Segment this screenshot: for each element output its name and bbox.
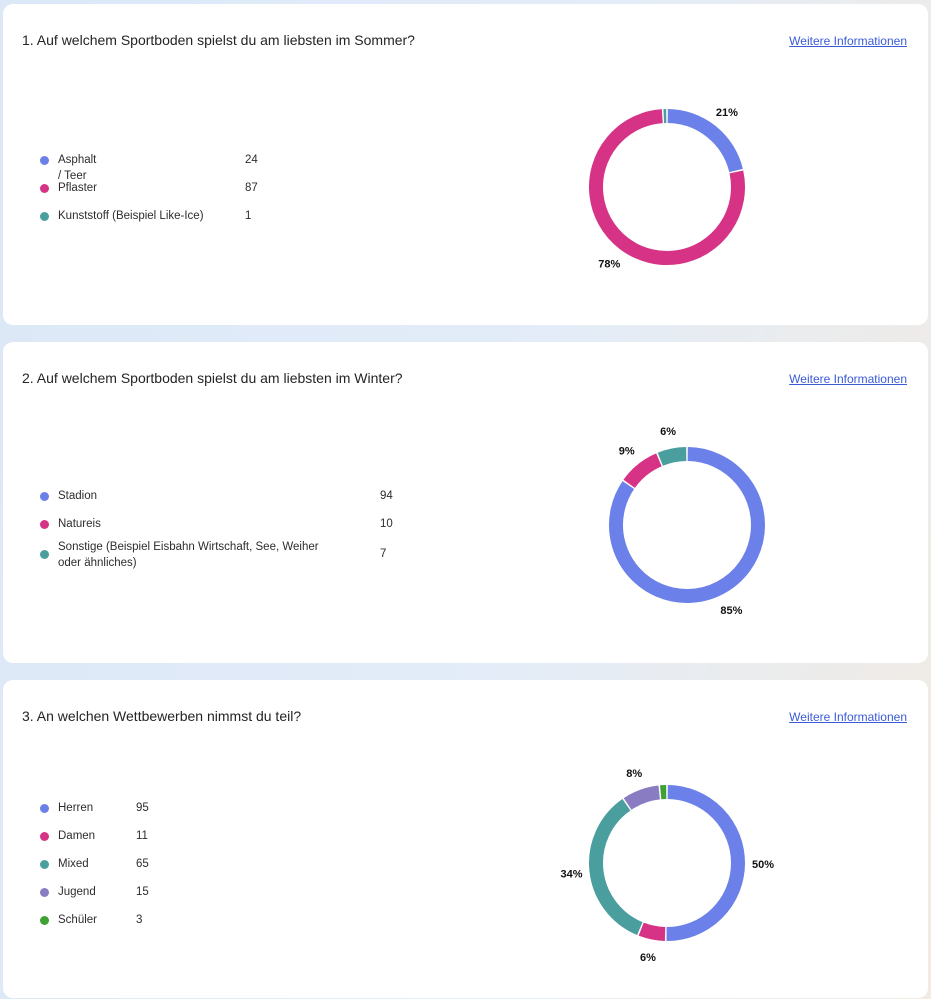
more-info-link[interactable]: Weitere Informationen (789, 34, 907, 48)
slice-percent-label: 6% (660, 426, 676, 438)
slice-percent-label: 34% (561, 868, 583, 880)
legend-count: 95 (136, 802, 149, 814)
legend-dot-icon (40, 832, 49, 841)
legend-dot-icon (40, 156, 49, 165)
legend-count: 11 (136, 830, 148, 842)
slice-percent-label: 85% (720, 605, 742, 617)
donut-slice[interactable] (609, 447, 765, 603)
legend-count: 24 (245, 154, 258, 166)
legend-count: 65 (136, 858, 149, 870)
question-card-2: 2. Auf welchem Sportboden spielst du am … (3, 342, 928, 663)
legend-label: Sonstige (Beispiel Eisbahn Wirtschaft, S… (58, 541, 319, 569)
slice-percent-label: 9% (619, 445, 635, 457)
more-info-link[interactable]: Weitere Informationen (789, 372, 907, 386)
donut-slice[interactable] (623, 785, 661, 810)
slice-percent-label: 50% (752, 859, 774, 871)
donut-slice[interactable] (667, 109, 743, 173)
legend-label: Damen (58, 830, 96, 842)
legend-dot-icon (40, 520, 49, 529)
legend-dot-icon (40, 184, 49, 193)
question-title: 1. Auf welchem Sportboden spielst du am … (22, 32, 415, 48)
donut-slice[interactable] (589, 109, 745, 265)
legend-dot-icon (40, 888, 49, 897)
legend-dot-icon (40, 804, 49, 813)
legend-dot-icon (40, 860, 49, 869)
legend-label: Stadion (58, 490, 98, 502)
donut-slice[interactable] (638, 922, 666, 941)
legend-count: 3 (136, 914, 143, 926)
legend-dot-icon (40, 212, 49, 221)
slice-percent-label: 8% (626, 768, 642, 780)
donut-slice[interactable] (657, 447, 687, 466)
legend-label: Kunststoff (Beispiel Like-Ice) (58, 210, 204, 222)
slice-percent-label: 6% (640, 952, 656, 964)
legend-label: Pflaster (58, 182, 97, 194)
legend-label: Mixed (58, 858, 89, 870)
legend-label: Asphalt / Teer (58, 154, 97, 182)
legend-count: 94 (380, 490, 393, 502)
legend-label: Schüler (58, 914, 97, 926)
legend-count: 87 (245, 182, 258, 194)
question-title: 3. An welchen Wettbewerben nimmst du tei… (22, 708, 302, 724)
donut-chart: 21% 78% (589, 107, 745, 271)
legend-label: Jugend (58, 886, 96, 898)
donut-slice[interactable] (589, 799, 643, 936)
legend-dot-icon (40, 550, 49, 559)
legend-count: 10 (380, 518, 393, 530)
donut-chart: 85% 9% 6% (609, 426, 765, 617)
slice-percent-label: 21% (716, 107, 738, 119)
donut-slice[interactable] (623, 453, 662, 489)
donut-chart: 50% 6% 34% 8% (561, 768, 775, 964)
legend-label: Herren (58, 802, 94, 814)
slice-percent-label: 78% (598, 259, 620, 271)
donut-slice[interactable] (666, 785, 746, 942)
legend-label: Natureis (58, 518, 101, 530)
legend-count: 7 (380, 548, 387, 560)
question-card-3: 3. An welchen Wettbewerben nimmst du tei… (3, 680, 928, 998)
more-info-link[interactable]: Weitere Informationen (789, 710, 907, 724)
legend-dot-icon (40, 492, 49, 501)
legend-count: 1 (245, 210, 252, 222)
question-card-1: 1. Auf welchem Sportboden spielst du am … (3, 4, 928, 325)
legend-count: 15 (136, 886, 149, 898)
question-title: 2. Auf welchem Sportboden spielst du am … (22, 370, 403, 386)
legend-dot-icon (40, 916, 49, 925)
